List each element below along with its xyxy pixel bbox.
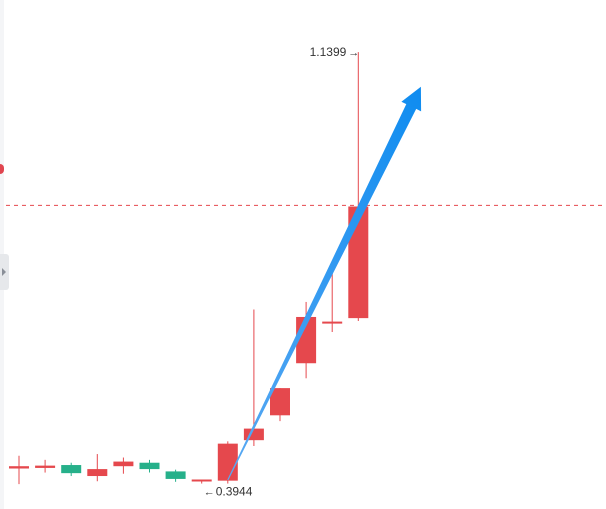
candle [243,309,264,446]
candle [9,455,29,485]
candle [165,469,186,482]
trend-arrow-shape [227,86,422,481]
candle [322,268,343,333]
candle-body [113,461,134,467]
candle-body [165,471,186,479]
candle-body [270,388,290,416]
candle-body [139,462,160,470]
candle-body [35,465,56,468]
arrow-left-icon: ← [204,487,215,499]
candle [348,52,369,322]
candle-body [191,479,212,482]
panel-collapse-handle[interactable] [0,254,9,290]
candle [61,462,82,477]
candle-body [9,466,29,469]
high-annotation: 1.1399 → [310,45,360,59]
trend-arrow [227,86,422,481]
candle-body [87,469,108,477]
candle [270,388,290,422]
candle-body [217,443,238,481]
arrow-right-icon: → [348,47,359,59]
chevron-right-icon [2,268,6,276]
low-value-label: 0.3944 [216,485,253,499]
candle [87,454,108,482]
candle [191,479,212,484]
candles-layer [9,52,369,485]
price-line-marker [0,164,4,174]
candle [113,457,134,474]
candle-body [348,206,369,319]
candle [217,441,238,484]
high-value-label: 1.1399 [310,45,347,59]
low-annotation: ← 0.3944 [204,485,253,499]
candle-body [61,465,82,474]
candle-body [243,428,264,441]
candle [139,459,160,473]
candle-body [322,321,343,324]
candle [35,459,56,473]
